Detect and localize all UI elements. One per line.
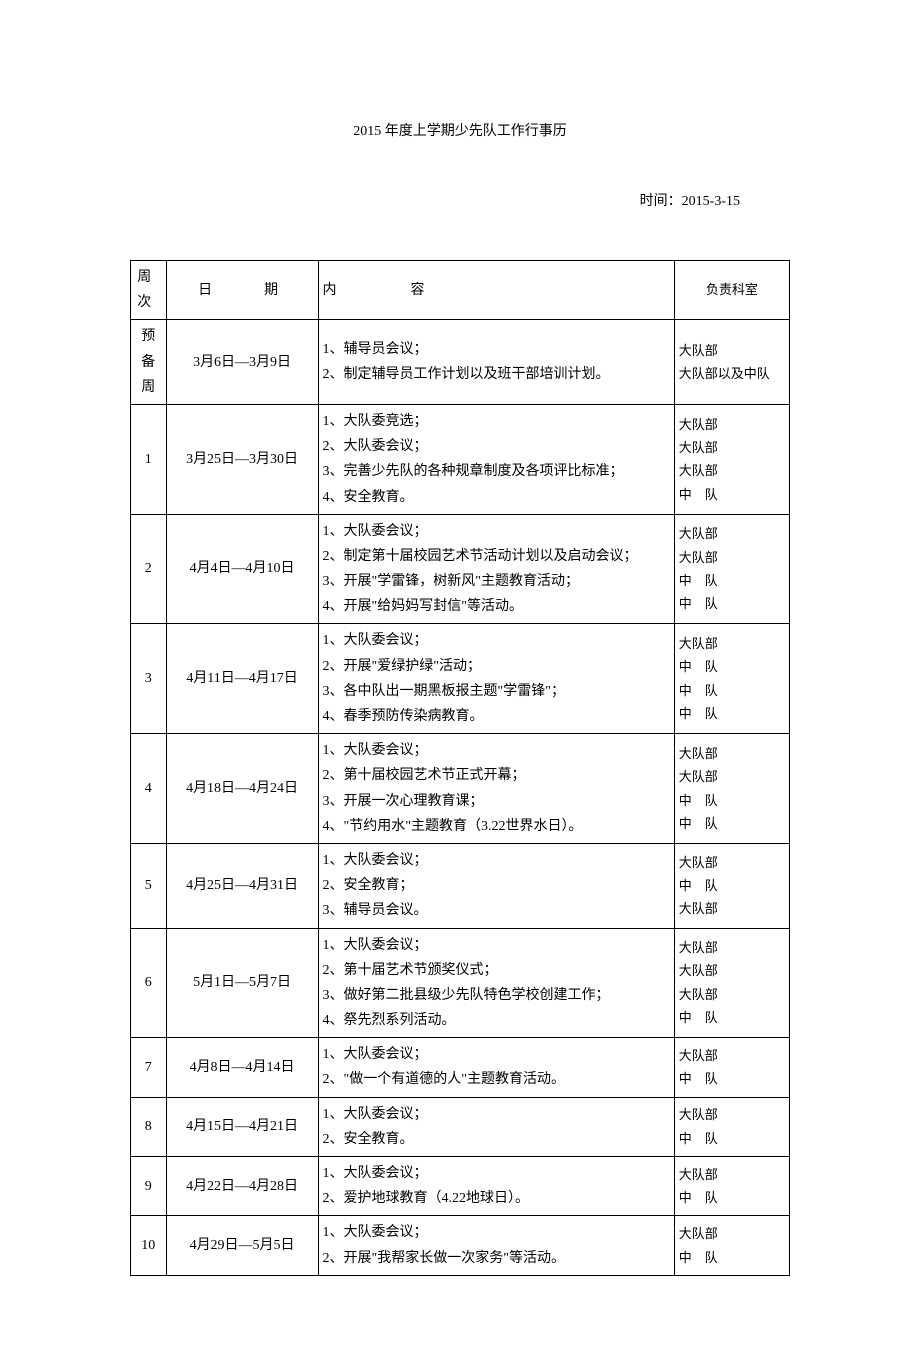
table-row: 54月25日—4月31日1、大队委会议；2、安全教育；3、辅导员会议。大队部中 …	[131, 843, 790, 928]
dept-cell: 大队部大队部大队部中 队	[674, 404, 789, 514]
content-cell: 1、大队委会议；2、开展"我帮家长做一次家务"等活动。	[318, 1216, 674, 1275]
week-cell: 7	[131, 1038, 167, 1097]
dept-cell: 大队部中 队	[674, 1157, 789, 1216]
date-cell: 4月29日—5月5日	[166, 1216, 318, 1275]
content-cell: 1、大队委竞选；2、大队委会议；3、完善少先队的各种规章制度及各项评比标准；4、…	[318, 404, 674, 514]
header-date: 日 期	[166, 261, 318, 320]
week-cell: 10	[131, 1216, 167, 1275]
table-row: 94月22日—4月28日1、大队委会议；2、爱护地球教育（4.22地球日）。大队…	[131, 1157, 790, 1216]
week-cell: 3	[131, 624, 167, 734]
dept-cell: 大队部大队部大队部中 队	[674, 928, 789, 1038]
header-row: 周次 日 期 内 容 负责科室	[131, 261, 790, 320]
week-cell: 2	[131, 514, 167, 624]
week-cell: 9	[131, 1157, 167, 1216]
table-row: 13月25日—3月30日1、大队委竞选；2、大队委会议；3、完善少先队的各种规章…	[131, 404, 790, 514]
table-row: 65月1日—5月7日1、大队委会议；2、第十届艺术节颁奖仪式；3、做好第二批县级…	[131, 928, 790, 1038]
table-row: 34月11日—4月17日1、大队委会议；2、开展"爱绿护绿"活动；3、各中队出一…	[131, 624, 790, 734]
content-cell: 1、大队委会议；2、制定第十届校园艺术节活动计划以及启动会议；3、开展"学雷锋，…	[318, 514, 674, 624]
table-row: 74月8日—4月14日1、大队委会议；2、"做一个有道德的人"主题教育活动。大队…	[131, 1038, 790, 1097]
date-cell: 4月15日—4月21日	[166, 1097, 318, 1156]
header-content: 内 容	[318, 261, 674, 320]
dept-cell: 大队部中 队	[674, 1097, 789, 1156]
calendar-table: 周次 日 期 内 容 负责科室 预备周3月6日—3月9日1、辅导员会议；2、制定…	[130, 260, 790, 1276]
date-cell: 4月11日—4月17日	[166, 624, 318, 734]
dept-cell: 大队部中 队	[674, 1216, 789, 1275]
week-cell: 8	[131, 1097, 167, 1156]
week-cell: 6	[131, 928, 167, 1038]
date-cell: 4月18日—4月24日	[166, 734, 318, 844]
content-cell: 1、大队委会议；2、爱护地球教育（4.22地球日）。	[318, 1157, 674, 1216]
content-cell: 1、辅导员会议；2、制定辅导员工作计划以及班干部培训计划。	[318, 320, 674, 405]
date-cell: 3月6日—3月9日	[166, 320, 318, 405]
header-dept: 负责科室	[674, 261, 789, 320]
date-cell: 5月1日—5月7日	[166, 928, 318, 1038]
header-week: 周次	[131, 261, 167, 320]
week-cell: 预备周	[131, 320, 167, 405]
dept-cell: 大队部中 队大队部	[674, 843, 789, 928]
table-row: 84月15日—4月21日1、大队委会议；2、安全教育。大队部中 队	[131, 1097, 790, 1156]
table-row: 44月18日—4月24日1、大队委会议；2、第十届校园艺术节正式开幕；3、开展一…	[131, 734, 790, 844]
content-cell: 1、大队委会议；2、开展"爱绿护绿"活动；3、各中队出一期黑板报主题"学雷锋"；…	[318, 624, 674, 734]
dept-cell: 大队部中 队中 队中 队	[674, 624, 789, 734]
table-row: 24月4日—4月10日1、大队委会议；2、制定第十届校园艺术节活动计划以及启动会…	[131, 514, 790, 624]
week-cell: 1	[131, 404, 167, 514]
week-cell: 5	[131, 843, 167, 928]
table-row: 预备周3月6日—3月9日1、辅导员会议；2、制定辅导员工作计划以及班干部培训计划…	[131, 320, 790, 405]
date-cell: 4月4日—4月10日	[166, 514, 318, 624]
page-title: 2015 年度上学期少先队工作行事历	[130, 120, 790, 140]
dept-cell: 大队部大队部中 队中 队	[674, 734, 789, 844]
table-row: 104月29日—5月5日1、大队委会议；2、开展"我帮家长做一次家务"等活动。大…	[131, 1216, 790, 1275]
date-cell: 4月8日—4月14日	[166, 1038, 318, 1097]
dept-cell: 大队部大队部以及中队	[674, 320, 789, 405]
week-cell: 4	[131, 734, 167, 844]
date-cell: 3月25日—3月30日	[166, 404, 318, 514]
date-cell: 4月22日—4月28日	[166, 1157, 318, 1216]
timestamp: 时间：2015-3-15	[130, 190, 740, 210]
content-cell: 1、大队委会议；2、"做一个有道德的人"主题教育活动。	[318, 1038, 674, 1097]
dept-cell: 大队部中 队	[674, 1038, 789, 1097]
dept-cell: 大队部大队部中 队中 队	[674, 514, 789, 624]
content-cell: 1、大队委会议；2、安全教育。	[318, 1097, 674, 1156]
date-cell: 4月25日—4月31日	[166, 843, 318, 928]
content-cell: 1、大队委会议；2、安全教育；3、辅导员会议。	[318, 843, 674, 928]
content-cell: 1、大队委会议；2、第十届校园艺术节正式开幕；3、开展一次心理教育课；4、"节约…	[318, 734, 674, 844]
content-cell: 1、大队委会议；2、第十届艺术节颁奖仪式；3、做好第二批县级少先队特色学校创建工…	[318, 928, 674, 1038]
